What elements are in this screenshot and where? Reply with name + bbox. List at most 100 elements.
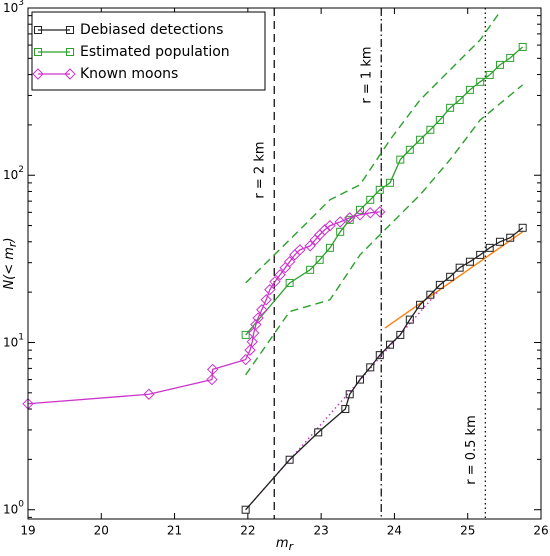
plot-frame (27, 7, 542, 520)
marker (416, 300, 425, 309)
legend-label: Known moons (80, 66, 178, 82)
marker (283, 256, 296, 268)
marker (319, 224, 331, 236)
y-axis-label: N(< mr) (2, 237, 20, 289)
marker (285, 455, 294, 464)
marker (143, 388, 155, 400)
marker (325, 243, 334, 252)
marker (495, 60, 504, 69)
y-tick-label: 101 (3, 332, 24, 349)
marker (324, 220, 336, 232)
reference-label: r = 1 km (360, 46, 375, 103)
x-axis-label: mr (276, 536, 295, 554)
marker (336, 227, 345, 236)
marker (206, 373, 218, 386)
marker (252, 312, 264, 324)
legend-label: Debiased detections (80, 22, 223, 38)
marker (518, 42, 527, 51)
marker (248, 327, 260, 339)
x-tick-label: 26 (533, 524, 548, 538)
y-tick-label: 102 (3, 165, 24, 182)
marker (260, 294, 272, 306)
marker (485, 70, 494, 79)
marker (314, 428, 323, 437)
marker (355, 205, 364, 214)
tick-exp: 0 (18, 499, 24, 509)
marker (285, 278, 294, 287)
marker (435, 280, 444, 289)
marker (34, 48, 42, 56)
marker (386, 340, 395, 349)
marker (241, 505, 250, 514)
marker (476, 77, 485, 86)
marker (485, 243, 494, 252)
tick-exp: 3 (18, 0, 24, 8)
marker (405, 145, 414, 154)
marker (506, 53, 515, 62)
tick-base: 10 (3, 168, 18, 182)
tick-exp: 1 (18, 332, 24, 342)
series-line (245, 227, 524, 511)
marker (375, 351, 384, 360)
tick-base: 10 (3, 335, 18, 349)
marker (364, 207, 376, 219)
marker (366, 363, 375, 372)
marker (269, 275, 281, 288)
tick-base: 10 (3, 502, 18, 516)
marker (206, 363, 219, 376)
marker (405, 315, 414, 324)
marker (250, 318, 262, 331)
marker (246, 336, 258, 348)
marker (344, 212, 356, 224)
marker (375, 185, 384, 194)
marker (396, 155, 405, 164)
marker (366, 195, 375, 204)
x-tick-label: 23 (314, 524, 329, 538)
series-line (27, 211, 380, 405)
tick-base: 10 (3, 1, 18, 15)
marker (506, 233, 515, 242)
legend-box (31, 11, 266, 91)
marker (354, 209, 366, 221)
x-tick-label: 24 (387, 524, 402, 538)
y-tick-label: 103 (3, 0, 24, 15)
marker (264, 283, 276, 296)
marker (306, 265, 315, 274)
x-tick-label: 22 (240, 524, 255, 538)
marker (465, 85, 474, 94)
marker (34, 26, 42, 34)
marker (446, 103, 455, 112)
marker (396, 330, 405, 339)
marker (334, 216, 346, 228)
marker (66, 26, 74, 34)
marker (304, 240, 316, 252)
x-tick-label: 25 (460, 524, 475, 538)
marker (495, 237, 504, 246)
marker (455, 95, 464, 104)
marker (455, 263, 464, 272)
marker (315, 255, 324, 264)
marker (32, 68, 44, 80)
legend-label: Estimated population (80, 44, 230, 60)
marker (241, 330, 250, 339)
marker (416, 135, 425, 144)
marker (294, 244, 306, 256)
marker (518, 223, 527, 232)
x-tick-label: 20 (94, 524, 109, 538)
marker (386, 178, 395, 187)
marker (476, 250, 485, 259)
reference-label: r = 2 km (253, 141, 268, 198)
marker (341, 405, 350, 414)
label-part: r (289, 540, 295, 553)
label-part: ) (2, 237, 17, 243)
marker (66, 48, 74, 56)
fit-line (245, 84, 524, 376)
y-tick-label: 100 (3, 499, 24, 516)
series-line (245, 46, 524, 336)
marker (426, 290, 435, 299)
marker (244, 344, 256, 356)
marker (374, 206, 386, 218)
tick-exp: 2 (18, 165, 24, 175)
fit-line (245, 11, 501, 284)
